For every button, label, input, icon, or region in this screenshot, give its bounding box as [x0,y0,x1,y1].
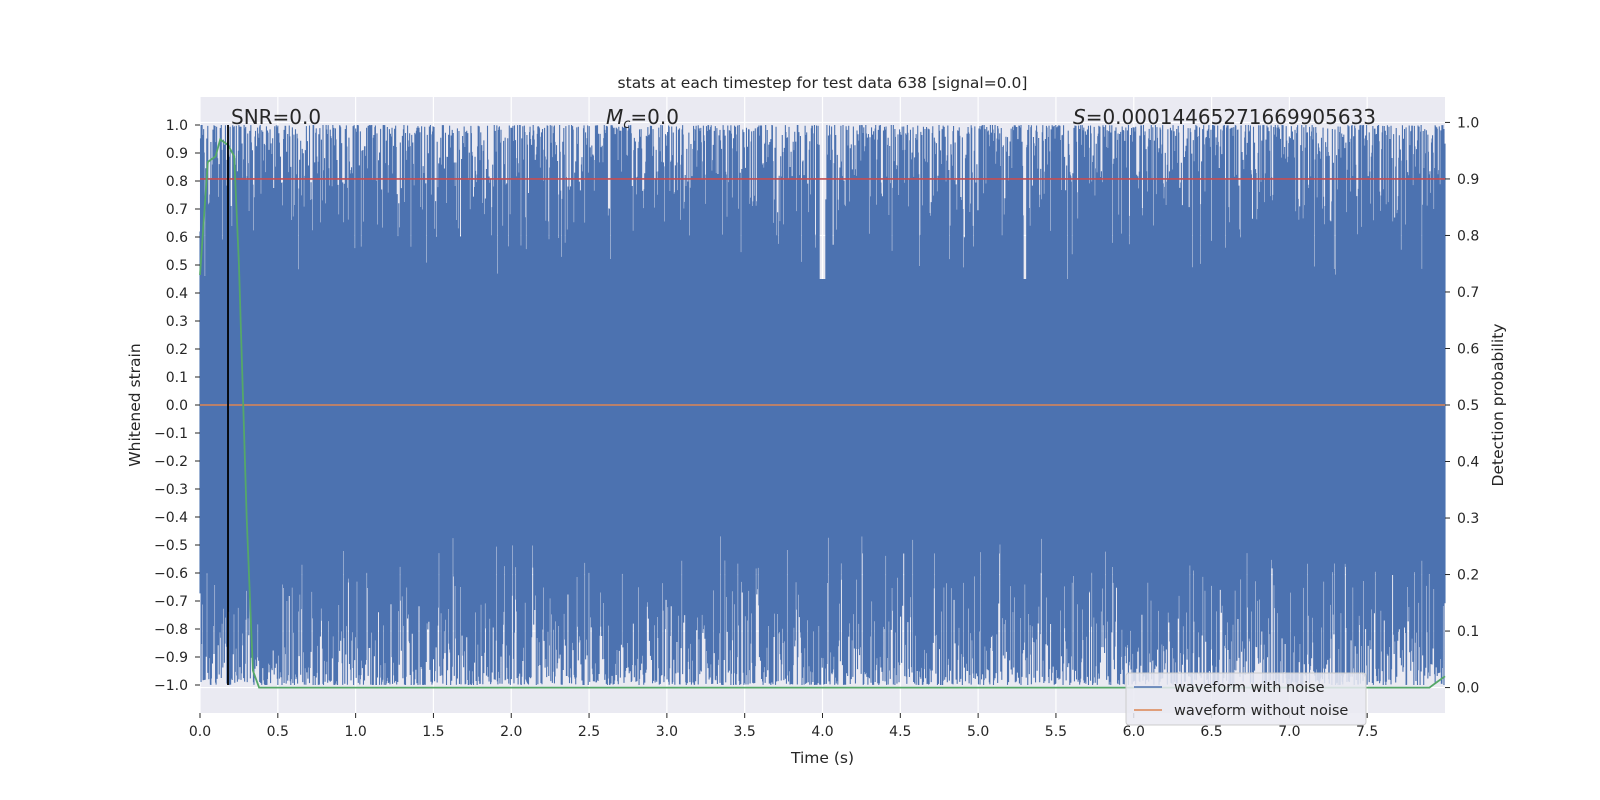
y-tick-label: −0.3 [154,482,188,498]
y-tick-label: −0.2 [154,454,188,470]
x-tick-label: 2.0 [500,724,522,740]
y-axis-left: 1.0 0.9 0.8 0.7 0.6 0.5 0.4 0.3 0.2 0.1 0.0 −0.1 −0.… [154,118,200,694]
y2-tick-label: 0.9 [1457,172,1479,188]
y2-tick-label: 0.2 [1457,568,1479,584]
y-tick-label: 1.0 [166,118,188,134]
x-tick-label: 4.5 [889,724,911,740]
snr-annotation: SNR=0.0 [231,105,321,129]
mc-symbol: M [606,105,623,129]
y-tick-label: 0.3 [166,314,188,330]
x-tick-label: 6.0 [1123,724,1145,740]
x-tick-label: 3.5 [734,724,756,740]
y-tick-label: 0.5 [166,258,188,274]
x-tick-label: 5.0 [967,724,989,740]
y2-tick-label: 0.0 [1457,681,1479,697]
x-tick-label: 4.0 [811,724,833,740]
y2-tick-label: 0.6 [1457,341,1479,357]
y-tick-label: −0.9 [154,650,188,666]
y-tick-label: 0.6 [166,230,188,246]
y-tick-label: 0.9 [166,146,188,162]
x-tick-label: 0.5 [267,724,289,740]
chart-title: stats at each timestep for test data 638… [618,74,1028,92]
noise-trace [199,125,1446,685]
y2-tick-label: 0.4 [1457,455,1479,471]
y-tick-label: −1.0 [154,678,188,694]
y2-tick-label: 0.7 [1457,285,1479,301]
y-tick-label: −0.7 [154,594,188,610]
mc-subscript: c [623,117,630,132]
x-tick-label: 6.5 [1200,724,1222,740]
y-tick-label: −0.6 [154,566,188,582]
mc-annotation: Mc=0.0 [606,105,679,132]
y2-tick-label: 0.8 [1457,228,1479,244]
y2-tick-label: 0.5 [1457,398,1479,414]
x-tick-label: 7.0 [1278,724,1300,740]
y-axis-right: 1.0 0.9 0.8 0.7 0.6 0.5 0.4 0.3 0.2 0.1 0.0 [1445,115,1479,697]
y2-tick-label: 0.3 [1457,511,1479,527]
y-tick-label: 0.8 [166,174,188,190]
x-tick-label: 5.5 [1045,724,1067,740]
y-tick-label: 0.2 [166,342,188,358]
legend: waveform with noise waveform without noi… [1125,672,1367,726]
y-tick-label: 0.0 [166,398,188,414]
y-axis-title: Whitened strain [126,343,144,466]
y-tick-label: −0.1 [154,426,188,442]
x-tick-label: 3.0 [656,724,678,740]
y2-tick-label: 1.0 [1457,115,1479,131]
x-tick-label: 7.5 [1356,724,1378,740]
y-tick-label: −0.8 [154,622,188,638]
y-tick-label: 0.1 [166,370,188,386]
x-tick-label: 1.0 [344,724,366,740]
x-axis: 0.0 0.5 1.0 1.5 2.0 2.5 3.0 3.5 4.0 4.5 5.0 5.5 6.0 6… [189,713,1378,740]
y2-axis-title: Detection probability [1489,324,1507,487]
y-tick-label: −0.5 [154,538,188,554]
s-value: =0.00014465271669905633 [1086,105,1376,129]
x-axis-title: Time (s) [790,749,854,767]
s-annotation: S=0.00014465271669905633 [1073,105,1376,129]
legend-label-clean: waveform without noise [1174,703,1348,719]
y2-tick-label: 0.1 [1457,624,1479,640]
x-tick-label: 1.5 [422,724,444,740]
mc-value: =0.0 [630,105,679,129]
y-tick-label: 0.4 [166,286,188,302]
legend-label-noise: waveform with noise [1174,680,1325,696]
legend-box [1125,672,1367,726]
s-symbol: S [1073,105,1086,129]
x-tick-label: 0.0 [189,724,211,740]
y-tick-label: −0.4 [154,510,188,526]
y-tick-label: 0.7 [166,202,188,218]
x-tick-label: 2.5 [578,724,600,740]
